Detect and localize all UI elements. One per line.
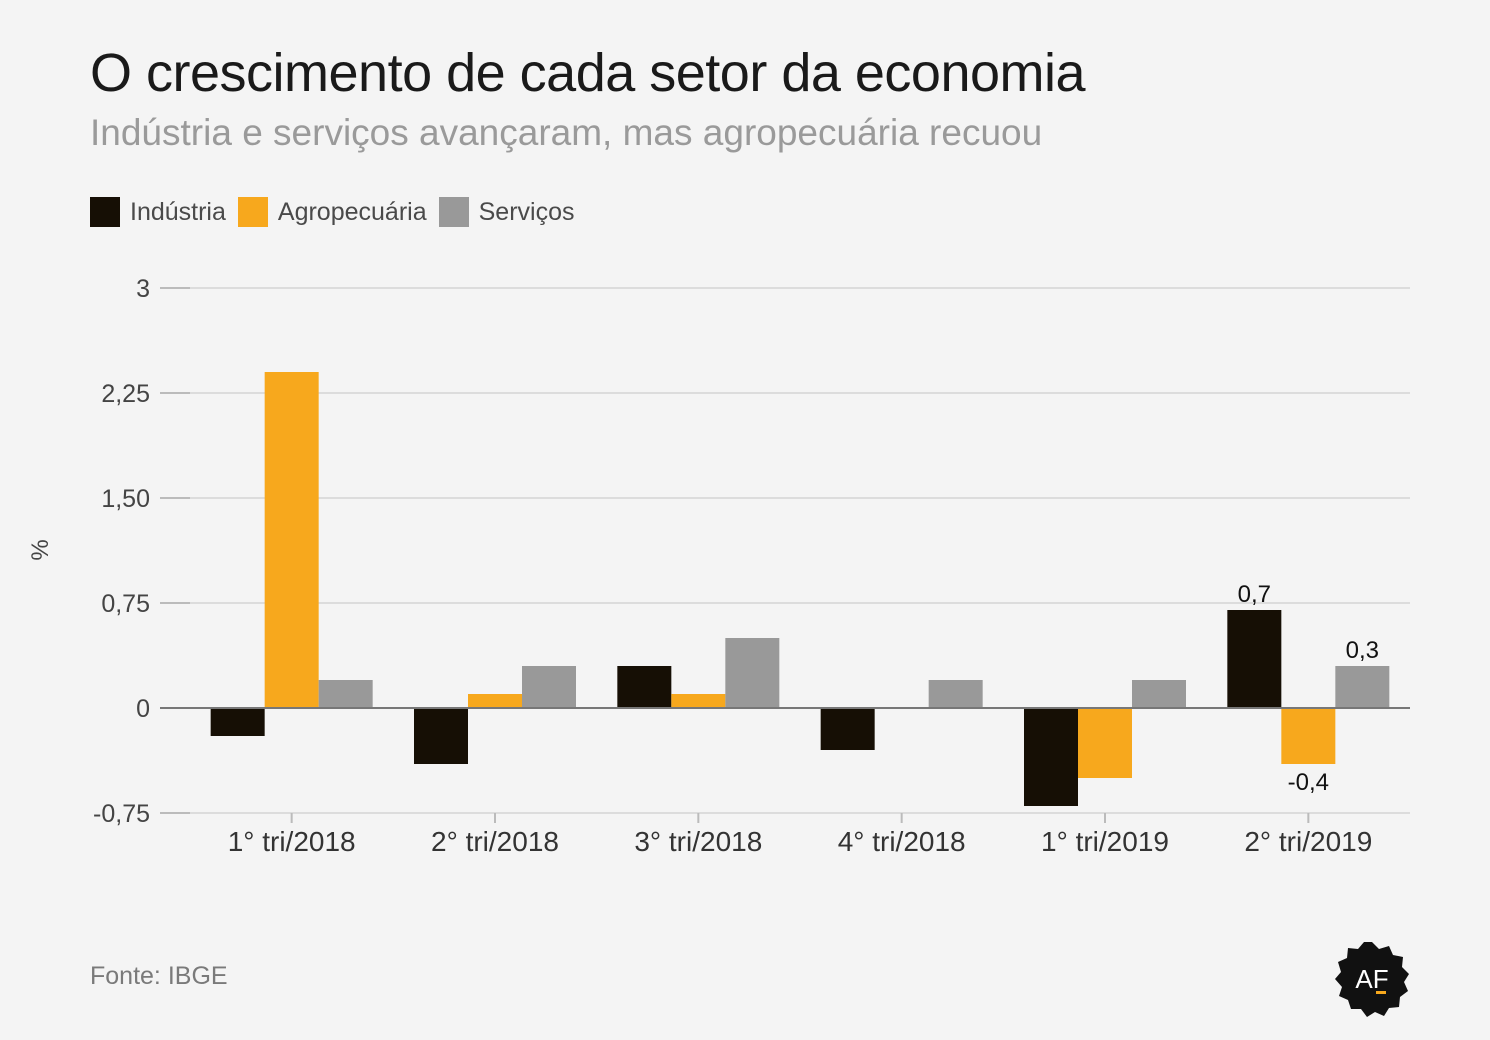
y-tick-label: 1,50 — [101, 485, 150, 513]
legend-label-industria: Indústria — [130, 197, 226, 226]
bar — [414, 708, 468, 764]
bar — [468, 694, 522, 708]
legend: Indústria Agropecuária Serviços — [90, 197, 586, 227]
bar — [210, 708, 265, 736]
chart-subtitle: Indústria e serviços avançaram, mas agro… — [90, 112, 1043, 153]
bar — [820, 708, 875, 750]
x-tick-label: 4° tri/2018 — [838, 826, 966, 857]
x-tick-label: 2° tri/2019 — [1244, 826, 1372, 857]
bar — [318, 680, 373, 708]
bar — [1132, 680, 1186, 708]
x-tick-label: 3° tri/2018 — [634, 826, 762, 857]
bar — [671, 694, 726, 708]
x-tick-label: 1° tri/2018 — [228, 826, 356, 857]
af-badge-shape — [1335, 942, 1409, 1017]
source-note: Fonte: IBGE — [90, 962, 228, 990]
bar — [1078, 708, 1132, 778]
data-label: 0,3 — [1346, 637, 1379, 664]
y-tick-label: 0,75 — [101, 590, 150, 618]
y-axis-label: % — [27, 539, 54, 560]
x-tick-label: 2° tri/2018 — [431, 826, 559, 857]
x-tick-label: 1° tri/2019 — [1041, 826, 1169, 857]
bar — [264, 372, 319, 708]
bar — [1335, 666, 1390, 708]
legend-label-servicos: Serviços — [478, 197, 575, 226]
legend-item-agropecuaria: Agropecuária — [237, 197, 427, 227]
legend-swatch-agropecuaria — [237, 197, 268, 227]
bar — [1281, 708, 1336, 764]
legend-item-industria: Indústria — [90, 197, 226, 227]
bar — [928, 680, 983, 708]
y-tick-label: 2,25 — [101, 380, 150, 408]
legend-swatch-industria — [90, 197, 120, 227]
legend-swatch-servicos — [438, 197, 469, 227]
chart-title: O crescimento de cada setor da economia — [90, 43, 1086, 103]
af-badge-icon: AF — [1335, 942, 1409, 1017]
bar — [522, 666, 576, 708]
legend-item-servicos: Serviços — [438, 197, 575, 227]
bar — [617, 666, 672, 708]
af-badge-accent — [1376, 991, 1386, 994]
bar-chart: 3 2,25 1,50 0,75 0 -0,75% 1° tri/2018 2° tri/20… — [27, 275, 1410, 857]
bar — [725, 638, 780, 708]
data-label: -0,4 — [1288, 769, 1329, 796]
bar — [1227, 610, 1282, 708]
y-tick-label: 3 — [136, 275, 150, 303]
legend-label-agropecuaria: Agropecuária — [277, 197, 427, 226]
y-tick-label: 0 — [136, 695, 150, 723]
y-tick-label: -0,75 — [93, 800, 150, 828]
data-label: 0,7 — [1238, 581, 1271, 608]
bar — [1024, 708, 1078, 806]
af-badge-text: AF — [1355, 964, 1388, 994]
